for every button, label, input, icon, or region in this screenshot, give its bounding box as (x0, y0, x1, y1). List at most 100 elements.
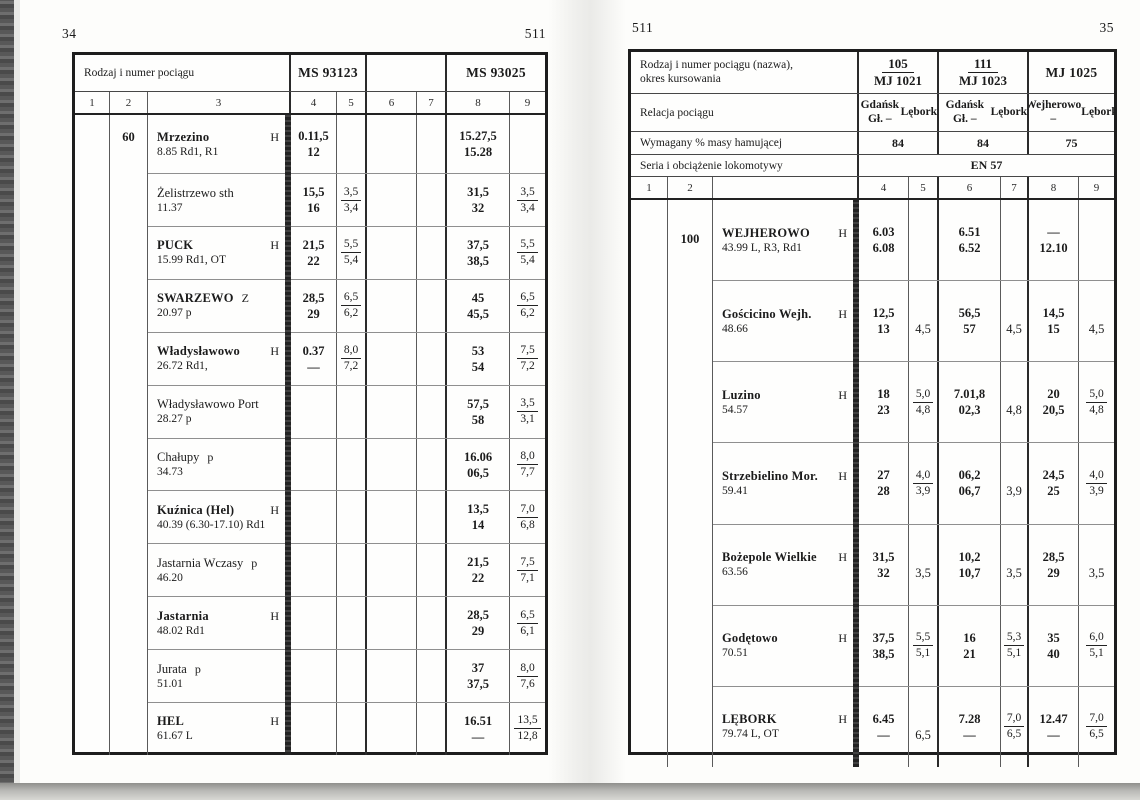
stacked-times: 20 20,5 (1042, 387, 1065, 418)
brake-cell (417, 650, 447, 703)
table-row: LĘBORK H 79.74 L, OT 6.45— 6,5 7.28— 7,0 6,5 12… (713, 686, 1114, 767)
time-cell: 16.06 06,5 (447, 438, 510, 491)
time-cell: 20 20,5 (1029, 362, 1079, 443)
time-cell (367, 650, 417, 703)
time-cell: 37,5 38,5 (859, 605, 909, 686)
station-km-notes: 61.67 L (157, 730, 193, 743)
relation-gdansk-lebork-1: Gdańsk Gł. – Lębork (859, 94, 939, 131)
stop-symbol: H (270, 129, 279, 144)
station-suffix: p (251, 555, 258, 570)
station-km-notes: 48.66 (722, 322, 748, 335)
time-cell: 24,5 25 (1029, 443, 1079, 524)
stacked-times: —12.10 (1039, 225, 1068, 256)
brake-cell: 5,5 5,4 (510, 227, 545, 279)
station-name-line: SWARZEWO Z (157, 290, 279, 306)
relation-wejherowo-lebork: Wejherowo –Lębork (1029, 94, 1114, 131)
stacked-times: 10,2 10,7 (958, 549, 981, 580)
stop-symbol: H (838, 225, 847, 240)
brake-cell (417, 703, 447, 755)
brake-fraction: 7,5 7,2 (517, 344, 538, 373)
station-name-line: WEJHEROWO H (722, 225, 847, 241)
table-row: WEJHEROWO H 43.99 L, R3, Rd1 6.03 6.08 6.51 6.… (713, 200, 1114, 282)
station-name: WEJHEROWO (722, 225, 810, 240)
brake-cell: 4,5 (909, 281, 939, 362)
table-row: Godętowo H 70.51 37,5 38,5 5,5 5,1 16 21 5,3 5,1 35… (713, 605, 1114, 687)
train-number-mj-1025: MJ 1025 (1045, 64, 1098, 80)
time-cell (367, 544, 417, 597)
stop-symbol: H (838, 550, 847, 565)
time-cell (367, 174, 417, 227)
brake-fraction: 5,5 5,4 (517, 238, 538, 267)
relation-row: Relacja pociągu Gdańsk Gł. – Lębork Gdańs… (631, 94, 1114, 132)
time-cell (291, 703, 337, 755)
station-name: Władysławowo (157, 344, 240, 359)
train-number-ms-93123: MS 93123 (291, 55, 367, 91)
brake-fraction: 8,0 7,2 (340, 344, 362, 373)
brake-cell (417, 279, 447, 332)
stacked-times: 18 23 (877, 387, 890, 418)
station-km-notes: 70.51 (722, 647, 748, 660)
station-name: Jurata (157, 661, 187, 676)
time-cell (367, 227, 417, 279)
right-route-number: 511 (632, 20, 654, 35)
column-number: 9 (524, 96, 531, 109)
brake-cell (337, 491, 367, 544)
station-name-line: Żelistrzewo sth (157, 185, 279, 201)
stacked-times: 16.51— (463, 713, 493, 744)
station-name-line: Luzino H (722, 387, 847, 403)
station-cell: Chałupy p 34.73 (148, 439, 285, 491)
station-cell: LĘBORK H 79.74 L, OT (713, 687, 853, 767)
timetable-body: 100 WEJHEROWO H 43.99 L, R3, Rd1 6.03 6.08 6.… (631, 200, 1114, 767)
time-cell: 10,2 10,7 (939, 524, 1001, 605)
column-number: 1 (631, 177, 668, 198)
station-km-notes: 40.39 (6.30-17.10) Rd1 (157, 518, 266, 531)
relation-label: Relacja pociągu (631, 94, 859, 131)
page-bottom-edge-shadow (0, 783, 1140, 800)
stacked-times: 53 54 (471, 343, 485, 374)
time-cell: 0.37— (291, 332, 337, 385)
column-number: 9 (1093, 181, 1100, 194)
brake-cell (417, 491, 447, 544)
station-cell: Godętowo H 70.51 (713, 606, 853, 686)
brake-cell (417, 115, 447, 174)
column-number: 2 (110, 92, 148, 113)
stacked-times: 3,9 (1006, 484, 1022, 499)
station-name-line: Jurata p (157, 661, 279, 677)
station-cell: SWARZEWO Z 20.97 p (148, 280, 285, 332)
relation-line: Lębork (990, 105, 1027, 118)
stacked-times: 6.51 6.52 (958, 225, 981, 256)
station-km-notes: 43.99 L, R3, Rd1 (722, 241, 802, 254)
brake-cell (337, 597, 367, 650)
station-name: Mrzezino (157, 129, 210, 144)
brake-fraction: 6,0 5,1 (1086, 631, 1107, 660)
time-cell: —12.10 (1029, 200, 1079, 281)
brake-cell: 5,0 4,8 (909, 362, 939, 443)
stacked-times: 21,5 22 (302, 237, 325, 268)
station-name-line: Mrzezino H (157, 129, 279, 145)
brake-cell (417, 174, 447, 227)
brake-fraction: 5,5 5,1 (912, 631, 934, 660)
stop-symbol: H (270, 344, 279, 359)
column-number: 6 (367, 92, 417, 113)
brake-mass-row: Wymagany % masy hamującej 84 84 75 (631, 132, 1114, 155)
brake-cell: 3,5 3,4 (337, 174, 367, 227)
station-name-line: Bożepole Wielkie H (722, 549, 847, 565)
brake-fraction: 5,0 4,8 (912, 388, 934, 417)
station-cell: Jastarnia Wczasy p 46.20 (148, 544, 285, 596)
station-name: Jastarnia Wczasy (157, 555, 244, 570)
table-row: PUCK H 15.99 Rd1, OT 21,5 22 5,5 5,4 37,5 38,5 5,… (148, 227, 545, 280)
station-name: Jastarnia (157, 608, 209, 623)
station-cell: Gościcino Wejh. H 48.66 (713, 281, 853, 361)
stacked-times: 7.28— (958, 711, 981, 742)
station-cell: Mrzezino H 8.85 Rd1, R1 (148, 115, 285, 173)
time-cell: 12,5 13 (859, 281, 909, 362)
column-number: 4 (859, 177, 909, 198)
station-name-line: Kuźnica (Hel) H (157, 502, 279, 518)
brake-cell: 5,5 5,1 (909, 605, 939, 686)
brake-cell (417, 544, 447, 597)
brake-cell: 7,0 6,8 (510, 491, 545, 543)
time-cell (291, 544, 337, 597)
brake-fraction: 5,0 4,8 (1086, 388, 1107, 417)
time-cell: 37,5 38,5 (447, 227, 510, 279)
time-cell (291, 650, 337, 703)
